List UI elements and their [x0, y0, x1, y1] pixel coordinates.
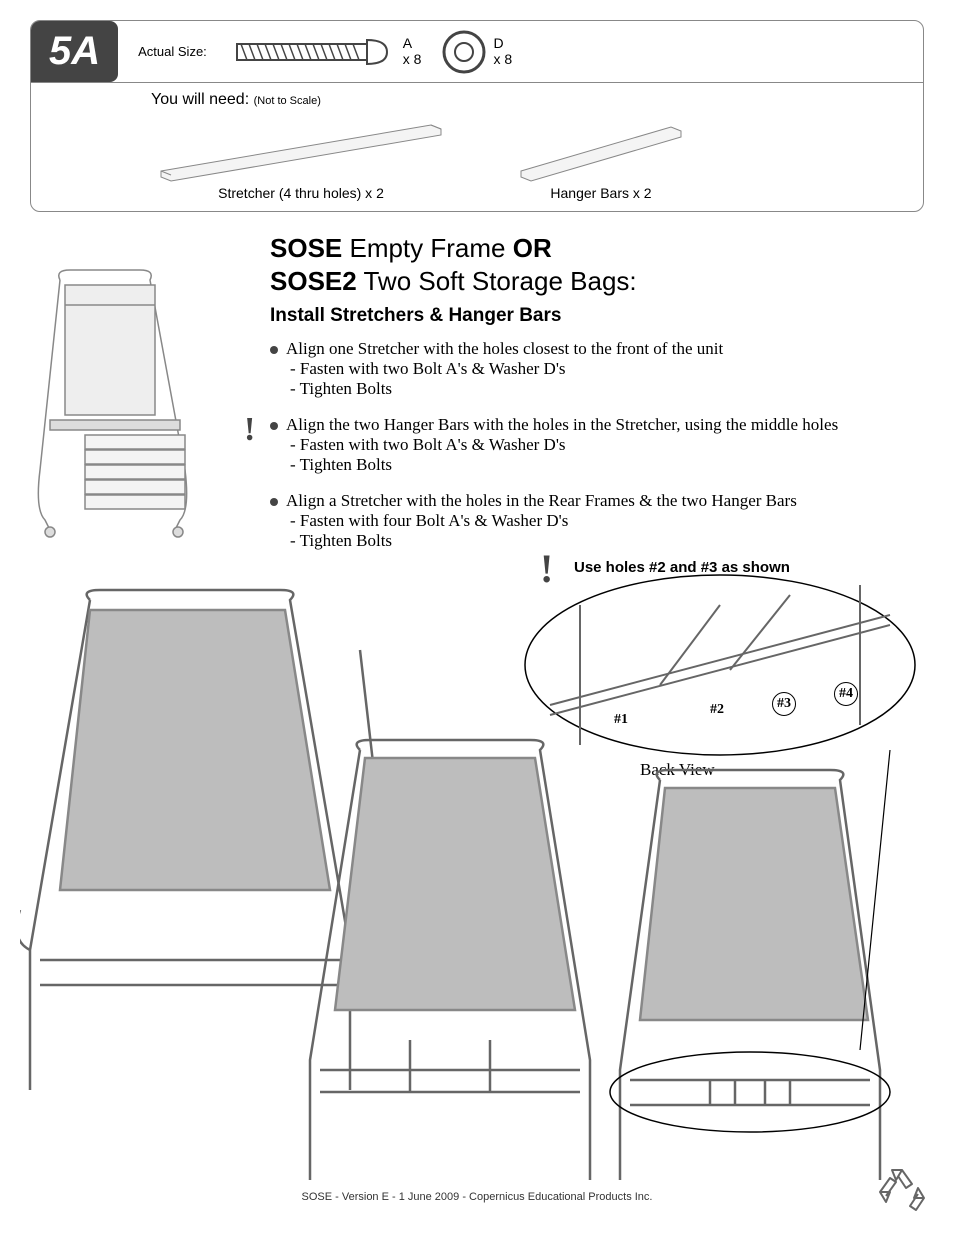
bullet-icon	[270, 422, 278, 430]
step-2: ! Align the two Hanger Bars with the hol…	[270, 415, 924, 475]
washer-icon	[441, 29, 487, 75]
need-label: You will need: (Not to Scale)	[151, 91, 913, 109]
bolt-qty: x 8	[403, 51, 422, 67]
hanger-caption: Hanger Bars x 2	[511, 185, 691, 201]
hanger-item: Hanger Bars x 2	[511, 113, 691, 201]
main-title: SOSE Empty Frame OR SOSE2 Two Soft Stora…	[270, 232, 924, 297]
title-b1: SOSE	[270, 233, 342, 263]
hanger-icon	[511, 113, 691, 183]
step-3-sub2: - Tighten Bolts	[290, 531, 924, 551]
stretcher-caption: Stretcher (4 thru holes) x 2	[151, 185, 451, 201]
title-b2: OR	[513, 233, 552, 263]
assembly-figures	[20, 560, 934, 1180]
not-to-scale: (Not to Scale)	[254, 95, 321, 107]
product-thumbnail	[30, 260, 220, 540]
step-2-sub1: - Fasten with two Bolt A's & Washer D's	[290, 435, 924, 455]
actual-size-label: Actual Size:	[138, 44, 207, 59]
instructions: Align one Stretcher with the holes close…	[270, 339, 924, 551]
actual-size-group: Actual Size:	[128, 23, 923, 81]
title-t1: Empty Frame	[342, 233, 512, 263]
step-2-sub2: - Tighten Bolts	[290, 455, 924, 475]
bullet-icon	[270, 346, 278, 354]
bolt-letter: A	[403, 35, 412, 51]
bolt-label: A x 8	[403, 36, 422, 67]
bullet-icon	[270, 498, 278, 506]
bolt-icon	[227, 34, 397, 70]
hardware-panel: 5A Actual Size:	[30, 20, 924, 212]
bolt-group: A x 8	[227, 34, 422, 70]
warning-icon: !	[244, 411, 255, 449]
title-t2: Two Soft Storage Bags:	[357, 266, 637, 296]
washer-label: D x 8	[493, 36, 512, 67]
hardware-row: 5A Actual Size:	[31, 21, 923, 83]
step-3-main: Align a Stretcher with the holes in the …	[286, 491, 797, 511]
need-text: You will need:	[151, 91, 249, 108]
step-1: Align one Stretcher with the holes close…	[270, 339, 924, 399]
stretcher-item: Stretcher (4 thru holes) x 2	[151, 113, 451, 201]
step-3: Align a Stretcher with the holes in the …	[270, 491, 924, 551]
need-items: Stretcher (4 thru holes) x 2 Hanger Bars…	[151, 113, 913, 201]
footer: SOSE - Version E - 1 June 2009 - Coperni…	[0, 1191, 954, 1203]
step-1-sub2: - Tighten Bolts	[290, 379, 924, 399]
stretcher-icon	[151, 113, 451, 183]
title-b3: SOSE2	[270, 266, 357, 296]
step-3-sub1: - Fasten with four Bolt A's & Washer D's	[290, 511, 924, 531]
step-2-main: Align the two Hanger Bars with the holes…	[286, 415, 838, 435]
washer-qty: x 8	[493, 51, 512, 67]
step-1-main: Align one Stretcher with the holes close…	[286, 339, 723, 359]
step-badge: 5A	[31, 21, 118, 82]
washer-group: D x 8	[441, 29, 512, 75]
need-row: You will need: (Not to Scale) Stretcher …	[31, 83, 923, 211]
washer-letter: D	[493, 35, 503, 51]
subtitle: Install Stretchers & Hanger Bars	[270, 305, 924, 327]
recycle-icon	[874, 1162, 934, 1217]
step-1-sub1: - Fasten with two Bolt A's & Washer D's	[290, 359, 924, 379]
